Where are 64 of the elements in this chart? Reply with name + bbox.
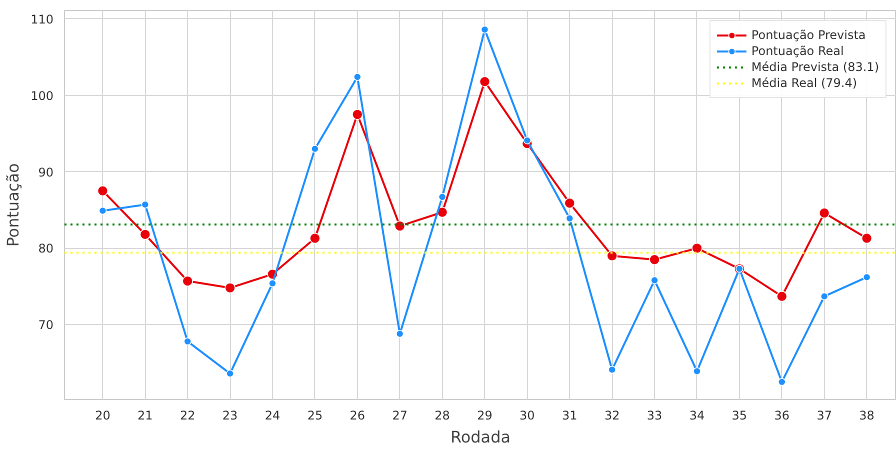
point — [861, 232, 872, 244]
y-tick-label: 80 — [38, 242, 54, 256]
point — [184, 338, 192, 346]
point — [354, 73, 362, 81]
x-tick-label: 38 — [859, 408, 874, 422]
point — [693, 367, 701, 376]
legend-label: Média Prevista (83.1) — [751, 59, 879, 75]
point — [608, 366, 616, 374]
point — [692, 242, 702, 254]
point — [141, 200, 150, 209]
x-tick-label: 26 — [350, 408, 366, 422]
point — [268, 279, 276, 288]
point — [479, 76, 490, 87]
legend-label: Pontuação Prevista — [751, 27, 866, 43]
x-tick-label: 24 — [264, 408, 280, 422]
point — [436, 206, 448, 218]
point — [480, 26, 489, 34]
point — [564, 198, 576, 208]
point — [649, 254, 660, 266]
point — [778, 378, 786, 386]
x-tick-label: 34 — [689, 408, 705, 422]
point — [226, 370, 234, 378]
x-tick-label: 21 — [138, 408, 153, 422]
point — [140, 229, 151, 240]
x-tick-label: 20 — [95, 408, 110, 422]
point — [310, 232, 320, 244]
x-tick-label: 28 — [434, 408, 450, 422]
point — [862, 273, 871, 282]
point — [606, 250, 618, 262]
point — [818, 208, 830, 218]
y-tick-label: 100 — [30, 88, 54, 103]
x-tick-label: 29 — [477, 408, 492, 422]
point — [352, 109, 363, 120]
y-axis-title: Pontuação — [4, 163, 23, 247]
x-tick-label: 32 — [604, 408, 620, 422]
x-tick-label: 37 — [816, 408, 832, 422]
point — [396, 330, 404, 338]
x-tick-label: 36 — [774, 408, 790, 422]
x-tick-label: 31 — [562, 408, 578, 422]
x-tick-label: 25 — [307, 408, 323, 422]
x-tick-label: 35 — [732, 408, 748, 422]
legend-label: Pontuação Real — [751, 43, 844, 59]
point — [438, 193, 446, 201]
x-tick-label: 27 — [392, 408, 408, 422]
point — [311, 144, 319, 153]
x-axis-title: Rodada — [450, 428, 511, 446]
point — [224, 282, 236, 294]
x-tick-label: 23 — [222, 408, 238, 422]
y-tick-label: 70 — [38, 318, 54, 332]
point — [182, 276, 193, 286]
y-tick-label: 90 — [38, 165, 54, 180]
x-tick-label: 30 — [520, 408, 535, 422]
point — [566, 214, 574, 222]
point — [820, 292, 828, 300]
x-tick-label: 22 — [180, 408, 196, 422]
point — [98, 206, 107, 215]
point — [394, 220, 406, 232]
point — [776, 290, 788, 302]
y-tick-label: 110 — [30, 12, 54, 26]
point — [650, 276, 658, 284]
point — [97, 185, 108, 196]
legend-label: Média Real (79.4) — [751, 75, 858, 91]
point — [523, 136, 532, 144]
x-tick-label: 33 — [646, 408, 662, 422]
